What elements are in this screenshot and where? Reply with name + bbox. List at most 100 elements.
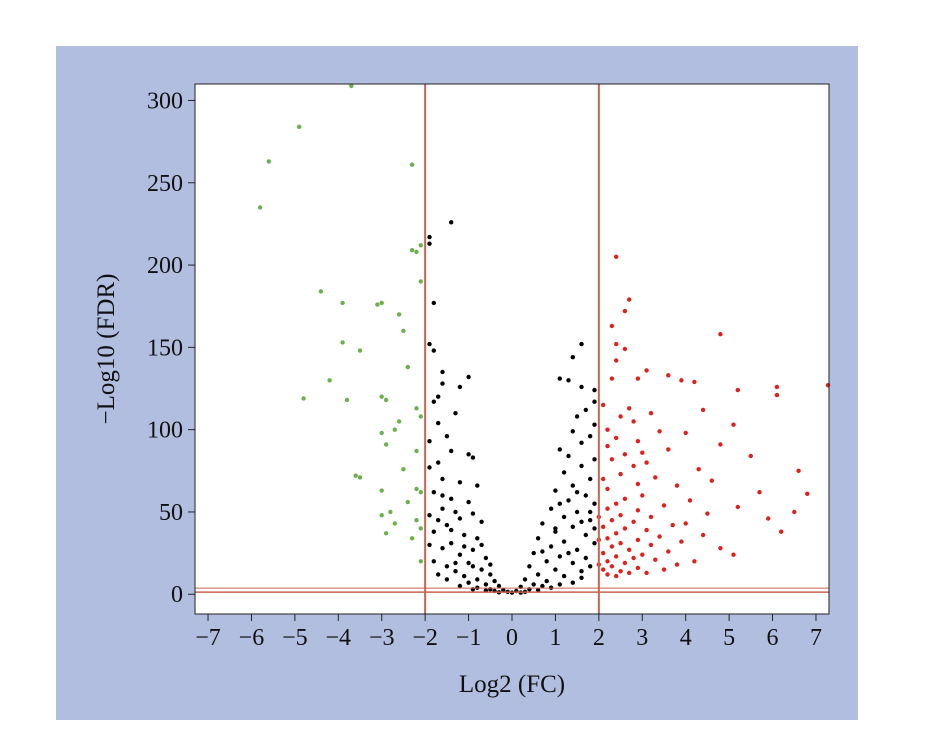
point-neutral-106 (583, 532, 588, 538)
point-down-3 (409, 162, 415, 167)
point-neutral-50 (483, 582, 489, 587)
point-up-14 (774, 384, 780, 390)
point-neutral-124 (570, 580, 575, 585)
point-neutral-83 (574, 414, 580, 419)
point-up-77 (648, 542, 654, 548)
point-up-11 (635, 376, 641, 381)
threshold-lines (195, 84, 829, 614)
point-down-5 (418, 243, 423, 248)
point-down-27 (379, 430, 384, 436)
y-tick-label: 0 (171, 582, 183, 608)
point-down-15 (340, 340, 345, 345)
point-neutral-80 (592, 387, 597, 393)
point-neutral-103 (540, 521, 545, 526)
point-up-47 (757, 490, 762, 495)
volcano-plot: −7 −6 −5 −4 −3 −2 −1 0 1 2 3 4 5 6 7 0 50 100 150 200 250 30… (56, 46, 858, 720)
point-neutral-79 (579, 384, 584, 390)
x-tick-label: 0 (506, 625, 518, 651)
x-tick-label: 3 (636, 625, 648, 651)
point-neutral-32 (431, 529, 436, 534)
point-up-94 (618, 569, 623, 574)
volcano-plot-figure: −7 −6 −5 −4 −3 −2 −1 0 1 2 3 4 5 6 7 0 50 100 150 200 250 30… (56, 46, 858, 720)
x-tick-label: −2 (412, 625, 438, 651)
point-up-26 (657, 429, 662, 434)
point-down-34 (418, 490, 423, 495)
point-up-73 (605, 536, 610, 541)
point-neutral-139 (553, 526, 558, 531)
point-neutral-77 (557, 376, 562, 381)
point-neutral-63 (436, 572, 441, 577)
point-up-5 (614, 341, 619, 347)
point-up-36 (644, 460, 649, 465)
x-tick-label: 5 (723, 625, 735, 651)
point-neutral-49 (466, 580, 471, 585)
point-neutral-72 (427, 542, 432, 548)
point-down-26 (392, 427, 397, 432)
point-up-23 (631, 419, 636, 424)
point-neutral-37 (470, 547, 476, 552)
point-neutral-43 (479, 567, 484, 572)
point-neutral-47 (475, 577, 480, 582)
point-neutral-8 (440, 381, 445, 386)
point-down-25 (396, 419, 402, 424)
point-neutral-3 (431, 300, 436, 306)
point-down-37 (388, 509, 393, 515)
point-neutral-89 (566, 453, 571, 459)
point-up-85 (614, 554, 619, 559)
point-up-52 (614, 501, 619, 506)
point-up-57 (792, 509, 797, 515)
point-up-2 (622, 308, 628, 314)
x-tick-label: 7 (810, 625, 822, 651)
point-neutral-142 (557, 501, 562, 506)
point-neutral-119 (579, 569, 584, 574)
point-up-34 (748, 453, 753, 459)
point-neutral-23 (475, 483, 480, 488)
point-down-44 (418, 559, 423, 564)
point-neutral-94 (570, 483, 575, 488)
point-neutral-75 (579, 341, 584, 347)
point-neutral-111 (574, 547, 580, 552)
point-down-35 (379, 488, 384, 493)
point-down-33 (414, 486, 419, 492)
point-up-90 (674, 562, 680, 567)
point-up-79 (718, 546, 723, 551)
point-neutral-29 (457, 516, 463, 521)
point-neutral-104 (570, 524, 575, 529)
point-down-28 (383, 442, 389, 447)
point-neutral-67 (449, 527, 454, 533)
point-up-51 (687, 498, 693, 503)
point-neutral-68 (470, 511, 476, 516)
x-tick-label: 1 (549, 625, 561, 651)
point-neutral-45 (488, 572, 493, 577)
point-up-21 (648, 411, 654, 416)
point-neutral-71 (488, 562, 493, 567)
point-neutral-17 (466, 452, 471, 457)
point-neutral-107 (535, 536, 541, 541)
point-neutral-123 (544, 578, 549, 584)
point-neutral-134 (557, 582, 562, 587)
point-up-55 (605, 506, 610, 511)
point-neutral-73 (436, 518, 441, 523)
point-up-49 (640, 493, 645, 498)
point-up-18 (601, 402, 606, 408)
point-up-97 (605, 572, 610, 577)
point-down-11 (375, 302, 380, 307)
point-neutral-125 (531, 582, 536, 587)
point-neutral-5 (431, 348, 436, 353)
point-neutral-34 (475, 536, 480, 541)
point-up-80 (627, 547, 632, 552)
point-neutral-40 (431, 559, 436, 564)
point-neutral-25 (449, 496, 454, 501)
point-neutral-0 (449, 220, 454, 225)
point-neutral-76 (570, 355, 575, 360)
point-up-69 (779, 529, 784, 534)
y-tick-label: 150 (147, 335, 183, 361)
point-up-38 (696, 467, 701, 472)
point-up-13 (692, 379, 697, 385)
point-neutral-6 (440, 369, 445, 375)
point-neutral-122 (522, 577, 528, 582)
point-neutral-101 (561, 514, 567, 520)
point-up-10 (609, 376, 615, 381)
point-down-20 (383, 397, 389, 403)
point-down-4 (257, 205, 263, 210)
